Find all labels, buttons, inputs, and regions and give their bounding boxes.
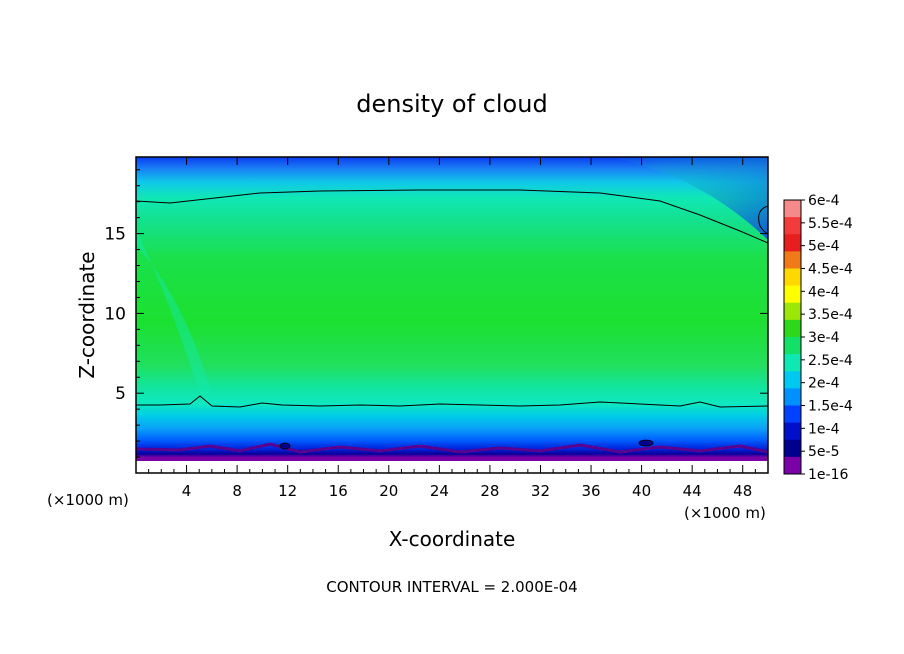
- colorbar-label: 4e-4: [808, 284, 840, 300]
- colorbar-segment: [784, 234, 801, 252]
- colorbar-label: 5e-5: [808, 444, 839, 460]
- colorbar-segment: [784, 354, 801, 372]
- x-tick-label: 16: [329, 482, 348, 500]
- colorbar-label: 1e-16: [808, 467, 848, 483]
- colorbar-segment: [784, 302, 801, 321]
- y-tick-label: 10: [104, 304, 126, 324]
- plot-area: [136, 157, 768, 473]
- x-axis-unit-left: (×1000 m): [47, 491, 129, 509]
- colorbar-label: 5.5e-4: [808, 216, 853, 232]
- x-tick-label: 28: [480, 482, 499, 500]
- contour-cell: [638, 439, 654, 447]
- contour-loop-right: [758, 205, 768, 235]
- density-field: [136, 157, 768, 473]
- x-tick-label: 48: [733, 482, 752, 500]
- x-tick-label: 36: [581, 482, 600, 500]
- x-tick-label: 20: [379, 482, 398, 500]
- upper-right-low-density-region: [610, 157, 768, 240]
- y-tick-label: 15: [104, 225, 126, 245]
- contour-interval-note: CONTOUR INTERVAL = 2.000E-04: [326, 578, 577, 596]
- colorbar-label: 1.5e-4: [808, 399, 853, 415]
- colorbar-label: 6e-4: [808, 193, 840, 209]
- colorbar-segment: [784, 456, 801, 475]
- x-tick-label: 4: [182, 482, 192, 500]
- chart-title: density of cloud: [356, 90, 547, 118]
- colorbar-segment: [784, 319, 801, 338]
- y-tick-label: 5: [115, 384, 126, 404]
- surface-edge: [136, 442, 768, 454]
- contour-line-lower: [136, 395, 768, 408]
- y-axis-label: Z-coordinate: [75, 251, 99, 378]
- colorbar-segment: [784, 268, 801, 287]
- colorbar-label: 3e-4: [808, 330, 840, 346]
- colorbar-label: 3.5e-4: [808, 307, 853, 323]
- colorbar-segment: [784, 422, 801, 441]
- colorbar-segment: [784, 251, 801, 269]
- colorbar: 6e-4 5.5e-4 5e-4 4.5e-4 4e-4 3.5e-4 3e-4 2.5e-4…: [783, 193, 853, 483]
- colorbar-label: 5e-4: [808, 239, 840, 255]
- colorbar-segment: [784, 337, 801, 355]
- contour-cell: [279, 442, 291, 450]
- colorbar-segment: [784, 371, 801, 389]
- x-tick-label: 24: [430, 482, 449, 500]
- x-axis-unit-right: (×1000 m): [684, 504, 766, 522]
- x-tick-label: 32: [531, 482, 550, 500]
- colorbar-segment: [784, 439, 801, 458]
- colorbar-segment: [784, 405, 801, 424]
- colorbar-label: 2.5e-4: [808, 353, 853, 369]
- colorbar-segment: [784, 388, 801, 406]
- x-tick-label: 8: [232, 482, 242, 500]
- x-axis-label: X-coordinate: [389, 527, 516, 551]
- colorbar-label: 2e-4: [808, 376, 840, 392]
- colorbar-segment: [784, 285, 801, 304]
- colorbar-label: 4.5e-4: [808, 262, 853, 278]
- x-tick-label: 12: [278, 482, 297, 500]
- left-plume: [136, 230, 212, 395]
- x-tick-label: 44: [683, 482, 702, 500]
- x-axis: 4 8 12 16 20 24 28 32 36 40 44 48: [148, 157, 756, 500]
- colorbar-segment: [784, 200, 801, 218]
- x-tick-label: 40: [632, 482, 651, 500]
- y-axis: 5 10 15: [104, 169, 768, 458]
- colorbar-segment: [784, 217, 801, 235]
- contour-line-upper: [136, 189, 768, 244]
- colorbar-label: 1e-4: [808, 421, 840, 437]
